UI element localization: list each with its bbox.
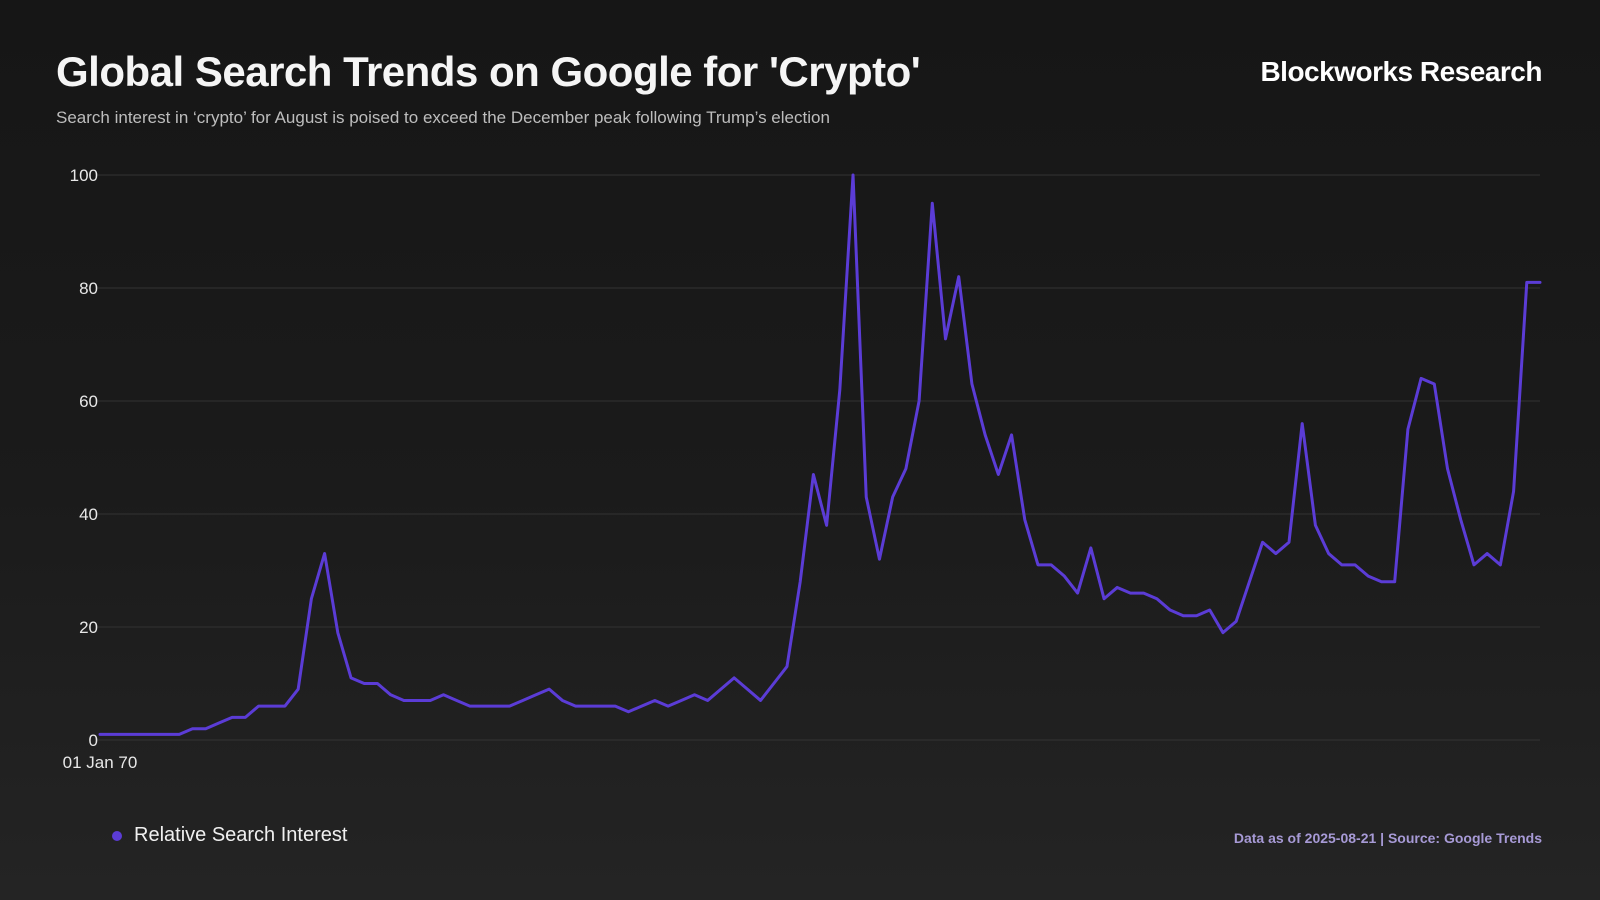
y-tick-label: 40 — [79, 505, 98, 524]
source-note: Data as of 2025-08-21 | Source: Google T… — [1233, 830, 1542, 846]
legend-dot — [112, 830, 122, 841]
y-tick-label: 0 — [89, 731, 98, 750]
y-tick-label: 100 — [70, 166, 98, 185]
legend: Relative Search Interest — [112, 824, 347, 847]
chart-title: Global Search Trends on Google for 'Cryp… — [56, 48, 921, 95]
x-tick-label: 01 Jan 70 — [63, 753, 138, 772]
series-line-relative-search-interest — [98, 173, 1542, 736]
brand-logo: Blockworks Research — [1260, 56, 1542, 87]
grid-lines — [98, 174, 1540, 741]
y-tick-label: 60 — [79, 392, 98, 411]
legend-label: Relative Search Interest — [134, 824, 348, 846]
chart-subtitle: Search interest in ‘crypto’ for August i… — [56, 108, 830, 127]
y-tick-label: 80 — [79, 279, 98, 298]
y-axis-ticks: 0 20 40 60 80 100 — [70, 166, 98, 750]
y-tick-label: 20 — [79, 618, 98, 637]
